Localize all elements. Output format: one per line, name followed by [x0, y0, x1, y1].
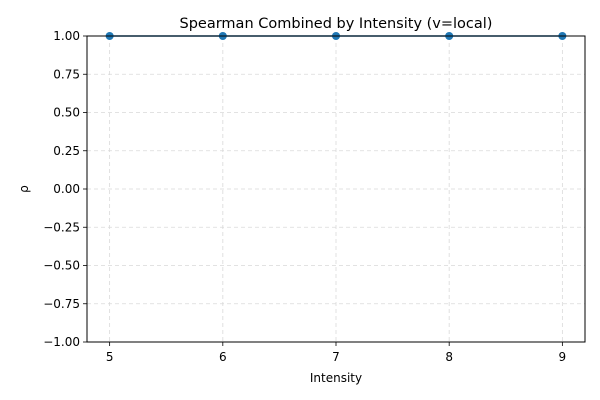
y-tick-label: 0.75 — [53, 67, 80, 81]
y-tick-label: 0.50 — [53, 106, 80, 120]
y-tick-label: 0.00 — [53, 182, 80, 196]
x-tick-label: 9 — [559, 350, 567, 364]
x-tick-label: 5 — [106, 350, 114, 364]
x-tick-label: 6 — [219, 350, 227, 364]
y-axis-label: ρ — [17, 185, 31, 193]
y-tick-label: −0.25 — [43, 220, 80, 234]
x-axis-label: Intensity — [310, 371, 362, 385]
x-tick-label: 8 — [445, 350, 453, 364]
y-tick-label: 0.25 — [53, 144, 80, 158]
y-tick-label: 1.00 — [53, 29, 80, 43]
y-axis: −1.00 −0.75 −0.50 −0.25 0.00 0.25 0.50 0.75 1.00 — [43, 29, 87, 349]
chart-title: Spearman Combined by Intensity (v=local) — [180, 16, 493, 32]
x-tick-label: 7 — [332, 350, 340, 364]
y-tick-label: −0.50 — [43, 259, 80, 273]
y-tick-label: −0.75 — [43, 297, 80, 311]
y-tick-label: −1.00 — [43, 335, 80, 349]
x-axis: 5 6 7 8 9 — [106, 342, 566, 364]
